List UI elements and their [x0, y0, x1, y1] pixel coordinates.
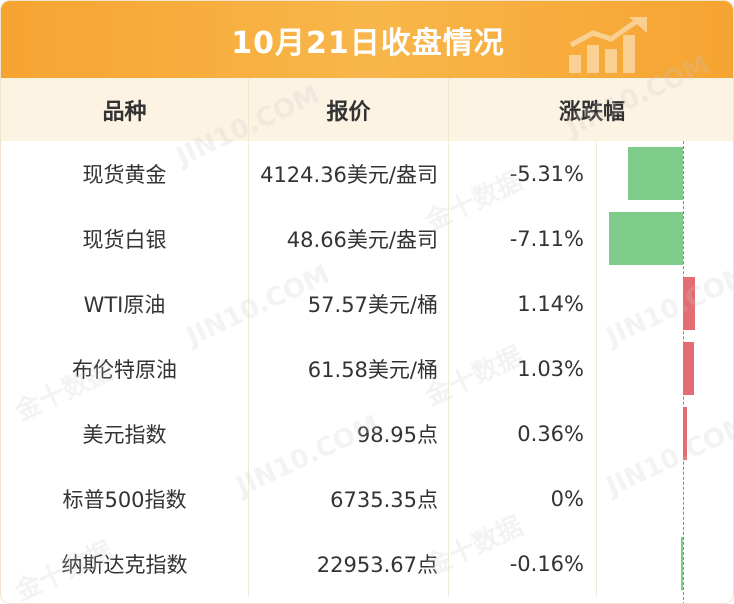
change-bar	[683, 342, 694, 395]
change-bar	[627, 147, 683, 200]
header-price: 报价	[249, 78, 449, 141]
table-row: 美元指数 98.95点 0.36%	[1, 401, 733, 466]
row-change: -0.16%	[449, 531, 597, 596]
table-row: 现货黄金 4124.36美元/盎司 -5.31%	[1, 141, 733, 206]
table-header: 品种 报价 涨跌幅	[1, 78, 733, 141]
page-title: 10月21日收盘情况	[231, 25, 505, 61]
row-change: 0%	[449, 466, 597, 531]
row-price: 98.95点	[249, 401, 449, 466]
change-bar	[683, 407, 687, 460]
title-bar: 10月21日收盘情况	[1, 1, 733, 78]
change-bar	[681, 537, 683, 590]
change-bar	[683, 277, 695, 330]
row-price: 57.57美元/桶	[249, 271, 449, 336]
change-bars	[597, 141, 733, 603]
table-row: 标普500指数 6735.35点 0%	[1, 466, 733, 531]
table-row: 纳斯达克指数 22953.67点 -0.16%	[1, 531, 733, 596]
row-name: 布伦特原油	[1, 336, 249, 401]
header-change: 涨跌幅	[558, 99, 625, 125]
row-change: 1.03%	[449, 336, 597, 401]
row-name: 现货黄金	[1, 141, 249, 206]
row-price: 61.58美元/桶	[249, 336, 449, 401]
row-change: -7.11%	[449, 206, 597, 271]
row-price: 6735.35点	[249, 466, 449, 531]
row-change: -5.31%	[449, 141, 597, 206]
row-change: 1.14%	[449, 271, 597, 336]
change-bar	[609, 212, 683, 265]
row-price: 4124.36美元/盎司	[249, 141, 449, 206]
row-change: 0.36%	[449, 401, 597, 466]
row-name: WTI原油	[1, 271, 249, 336]
row-price: 48.66美元/盎司	[249, 206, 449, 271]
row-name: 纳斯达克指数	[1, 531, 249, 596]
table-row: 现货白银 48.66美元/盎司 -7.11%	[1, 206, 733, 271]
table-row: WTI原油 57.57美元/桶 1.14%	[1, 271, 733, 336]
row-price: 22953.67点	[249, 531, 449, 596]
header-name: 品种	[1, 78, 249, 141]
row-name: 现货白银	[1, 206, 249, 271]
row-name: 美元指数	[1, 401, 249, 466]
row-name: 标普500指数	[1, 466, 249, 531]
table-row: 布伦特原油 61.58美元/桶 1.03%	[1, 336, 733, 401]
table-body: 现货黄金 4124.36美元/盎司 -5.31% 现货白银 48.66美元/盎司…	[1, 141, 733, 596]
rising-chart-icon	[569, 17, 647, 73]
